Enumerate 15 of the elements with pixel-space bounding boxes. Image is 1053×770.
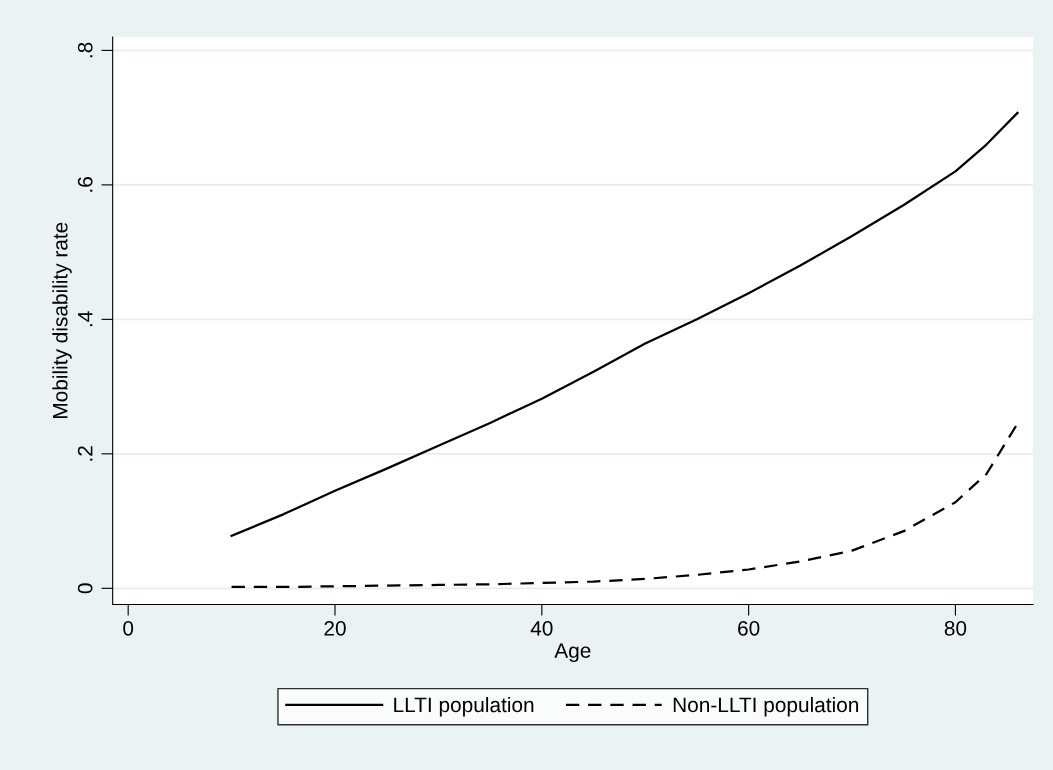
y-tick-label: .4 <box>78 311 93 327</box>
y-tick-label: 0 <box>77 583 93 594</box>
x-axis-title: Age <box>554 643 591 663</box>
legend-label: LLTI population <box>394 696 534 717</box>
line-series <box>230 111 1019 537</box>
y-tick-label: .2 <box>77 446 93 461</box>
legend-label: Non-LLTI population <box>673 696 859 717</box>
x-tick-label: 0 <box>123 620 134 636</box>
x-tick-label: 60 <box>738 620 760 636</box>
x-tick-label: 40 <box>530 620 553 636</box>
x-tick-label: 80 <box>944 620 967 636</box>
y-tick-label: .8 <box>77 42 93 58</box>
x-tick-label: 20 <box>324 620 346 636</box>
y-tick-label: .6 <box>77 177 93 192</box>
y-axis-title: Mobility disability rate <box>52 222 72 418</box>
